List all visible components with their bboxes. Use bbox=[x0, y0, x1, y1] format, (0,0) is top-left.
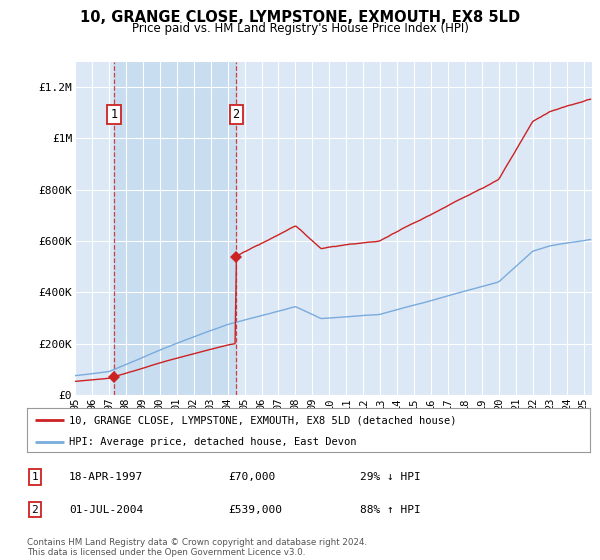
Bar bbox=[114, 62, 236, 395]
Text: 2: 2 bbox=[31, 505, 38, 515]
Text: HPI: Average price, detached house, East Devon: HPI: Average price, detached house, East… bbox=[69, 437, 357, 447]
Text: 1: 1 bbox=[31, 472, 38, 482]
Text: Price paid vs. HM Land Registry's House Price Index (HPI): Price paid vs. HM Land Registry's House … bbox=[131, 22, 469, 35]
Text: 10, GRANGE CLOSE, LYMPSTONE, EXMOUTH, EX8 5LD: 10, GRANGE CLOSE, LYMPSTONE, EXMOUTH, EX… bbox=[80, 10, 520, 25]
Text: 01-JUL-2004: 01-JUL-2004 bbox=[69, 505, 143, 515]
Text: 29% ↓ HPI: 29% ↓ HPI bbox=[360, 472, 421, 482]
Text: £539,000: £539,000 bbox=[228, 505, 282, 515]
Text: 1: 1 bbox=[110, 109, 118, 122]
Text: £70,000: £70,000 bbox=[228, 472, 275, 482]
Text: 88% ↑ HPI: 88% ↑ HPI bbox=[360, 505, 421, 515]
Text: Contains HM Land Registry data © Crown copyright and database right 2024.
This d: Contains HM Land Registry data © Crown c… bbox=[27, 538, 367, 557]
Text: 18-APR-1997: 18-APR-1997 bbox=[69, 472, 143, 482]
Text: 2: 2 bbox=[233, 109, 239, 122]
Text: 10, GRANGE CLOSE, LYMPSTONE, EXMOUTH, EX8 5LD (detached house): 10, GRANGE CLOSE, LYMPSTONE, EXMOUTH, EX… bbox=[69, 415, 457, 425]
